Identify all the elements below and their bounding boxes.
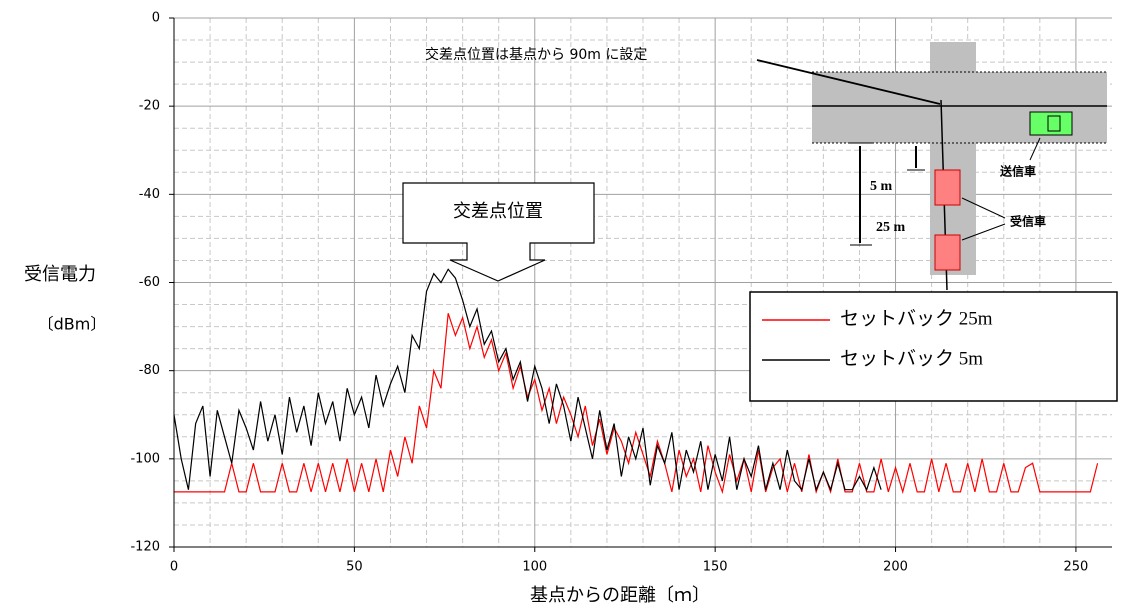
x-tick-label: 0: [170, 560, 178, 575]
x-tick-label: 100: [522, 560, 547, 575]
y-axis-label: 受信電力: [24, 264, 96, 285]
dim-label: 5 m: [870, 179, 893, 194]
receiver-car: [935, 235, 960, 270]
y-axis-label: 〔dBm〕: [38, 315, 107, 334]
y-tick-label: -20: [139, 99, 160, 114]
receiver-label: 受信車: [1010, 214, 1046, 229]
transmitter-car: [1030, 112, 1072, 135]
y-tick-label: -40: [139, 187, 160, 202]
x-tick-label: 250: [1064, 560, 1089, 575]
legend: セットバック 25m セットバック 5m: [750, 292, 1117, 401]
x-axis-label: 基点からの距離〔ｍ〕: [530, 585, 710, 606]
y-tick-label: -120: [130, 540, 160, 555]
y-tick-label: -100: [130, 451, 160, 466]
y-tick-label: -60: [139, 275, 160, 290]
callout-text: 交差点位置: [453, 201, 543, 222]
x-tick-label: 200: [883, 560, 908, 575]
chart: 交差点位置 5 m 25 m 送信車 受信車 交差点位置は基点から 90m に設…: [0, 0, 1126, 609]
receiver-car: [935, 170, 960, 205]
y-tick-label: 0: [152, 11, 160, 26]
transmitter-label: 送信車: [999, 164, 1036, 179]
legend-label: セットバック 25m: [840, 307, 993, 329]
x-tick-label: 50: [346, 560, 363, 575]
note: 交差点位置は基点から 90m に設定: [425, 46, 647, 63]
y-tick-label: -80: [139, 363, 160, 378]
dim-label: 25 m: [876, 220, 906, 235]
legend-label: セットバック 5m: [840, 347, 983, 369]
x-tick-label: 150: [703, 560, 728, 575]
